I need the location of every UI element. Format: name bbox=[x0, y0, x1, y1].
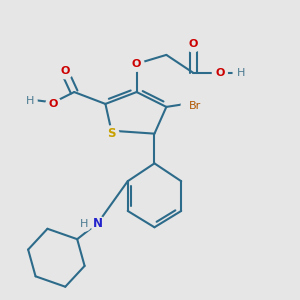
Circle shape bbox=[58, 64, 73, 79]
Circle shape bbox=[212, 66, 227, 81]
Text: H: H bbox=[236, 68, 245, 78]
Text: O: O bbox=[132, 59, 141, 69]
Text: O: O bbox=[49, 99, 58, 109]
Text: N: N bbox=[93, 217, 103, 230]
Text: O: O bbox=[188, 40, 198, 50]
Circle shape bbox=[76, 216, 92, 231]
Circle shape bbox=[46, 97, 61, 111]
Text: O: O bbox=[61, 66, 70, 76]
Circle shape bbox=[129, 56, 144, 71]
Circle shape bbox=[181, 99, 196, 113]
Text: H: H bbox=[80, 219, 88, 229]
Circle shape bbox=[233, 66, 248, 81]
Circle shape bbox=[104, 126, 119, 141]
Text: H: H bbox=[26, 96, 34, 106]
Text: S: S bbox=[107, 127, 116, 140]
Text: Br: Br bbox=[189, 101, 201, 111]
Circle shape bbox=[91, 216, 105, 231]
Circle shape bbox=[22, 94, 37, 108]
Text: O: O bbox=[215, 68, 224, 78]
Circle shape bbox=[186, 37, 200, 52]
